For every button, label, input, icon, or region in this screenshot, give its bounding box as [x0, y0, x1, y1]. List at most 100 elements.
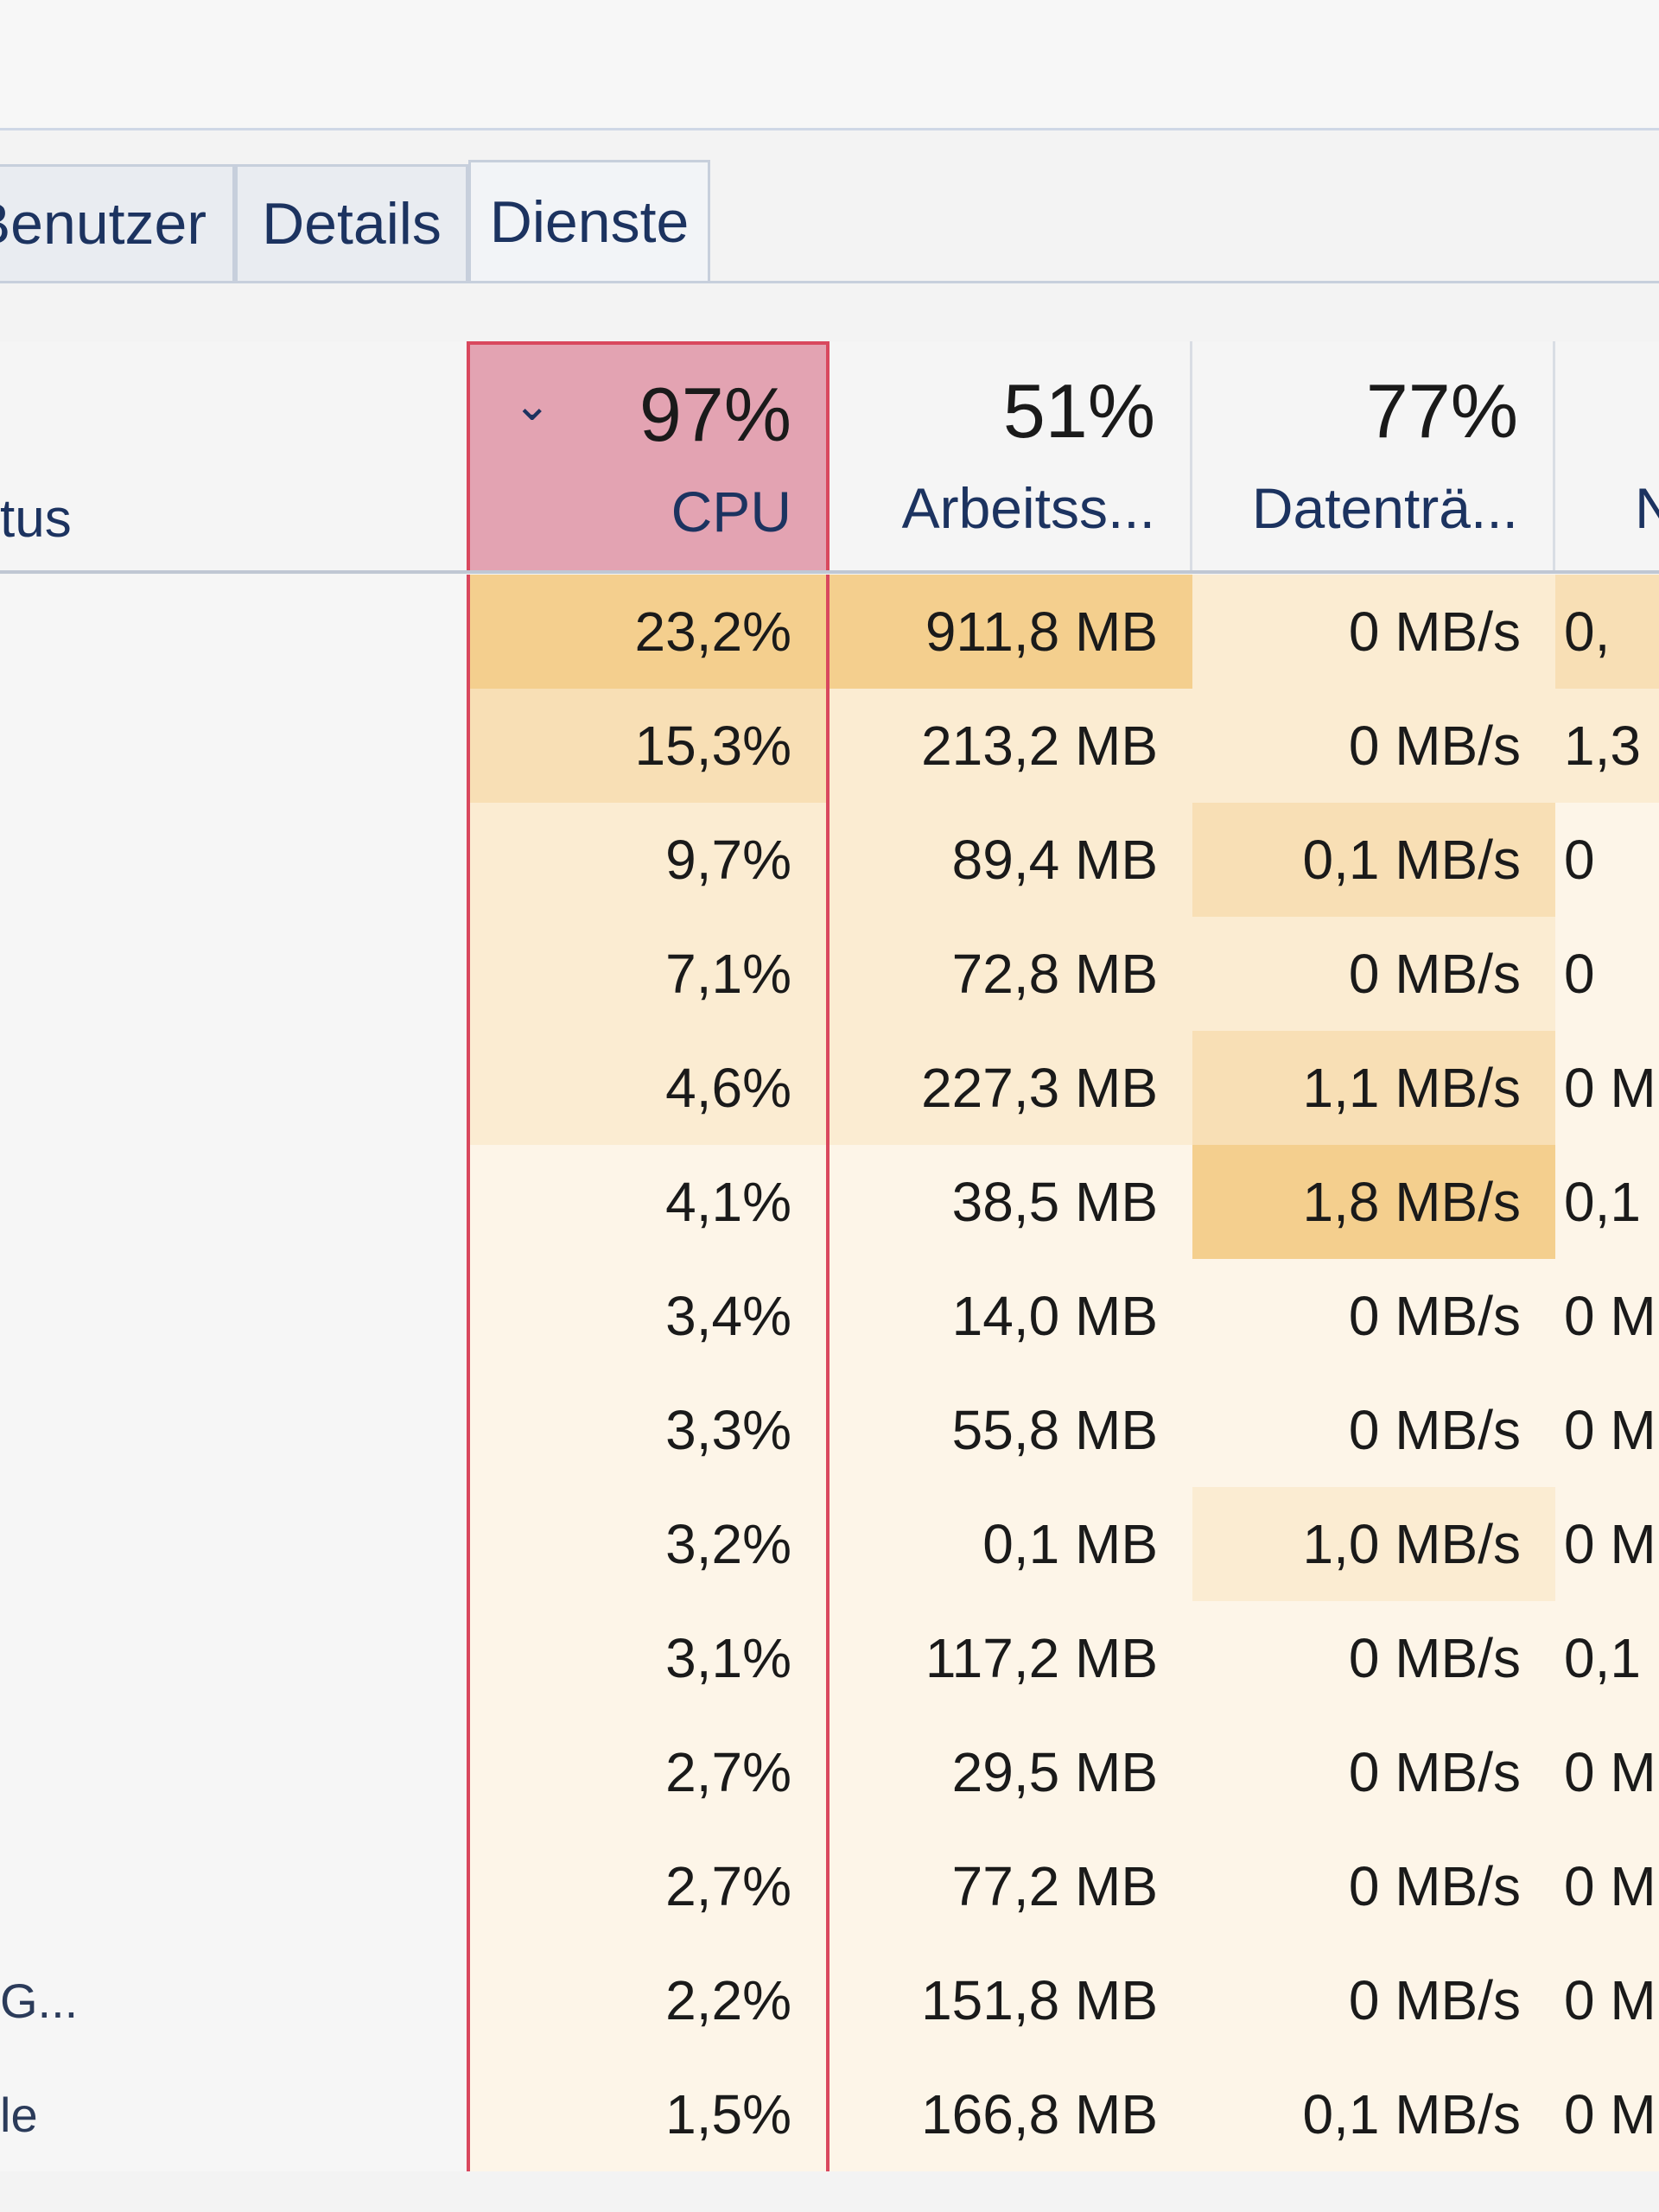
process-name-cell: G...: [0, 1943, 467, 2057]
table-row[interactable]: 4,6% 227,3 MB 1,1 MB/s 0 M: [0, 1031, 1659, 1145]
memory-cell: 55,8 MB: [830, 1373, 1192, 1487]
tab-dienste[interactable]: Dienste: [468, 160, 710, 281]
cpu-cell: 4,6%: [467, 1031, 830, 1145]
disk-cell: 0 MB/s: [1192, 1943, 1555, 2057]
tab-bar: Benutzer Details Dienste: [0, 160, 710, 285]
disk-cell: 0 MB/s: [1192, 1715, 1555, 1829]
cpu-cell: 3,4%: [467, 1259, 830, 1373]
header-divider: [0, 570, 1659, 574]
network-cell: 0 M: [1555, 1259, 1659, 1373]
memory-column-label: Arbeitss...: [901, 476, 1155, 540]
menu-divider: [0, 128, 1659, 130]
table-row[interactable]: 3,4% 14,0 MB 0 MB/s 0 M: [0, 1259, 1659, 1373]
cpu-cell: 15,3%: [467, 689, 830, 803]
network-cell: 0 MBit: [1555, 1943, 1659, 2057]
table-row[interactable]: 9,7% 89,4 MB 0,1 MB/s 0: [0, 803, 1659, 917]
disk-cell: 0 MB/s: [1192, 1259, 1555, 1373]
network-cell: 0 MB: [1555, 1715, 1659, 1829]
table-row[interactable]: 3,1%117,2 MB0 MB/s0,1 MB: [0, 1601, 1659, 1715]
memory-cell: 77,2 MB: [830, 1829, 1192, 1943]
network-cell: 0 MB: [1555, 1487, 1659, 1601]
network-cell: 0 M: [1555, 1031, 1659, 1145]
disk-cell: 0,1 MB/s: [1192, 2057, 1555, 2171]
table-row[interactable]: 7,1% 72,8 MB 0 MB/s 0: [0, 917, 1659, 1031]
disk-cell: 1,1 MB/s: [1192, 1031, 1555, 1145]
memory-cell: 72,8 MB: [830, 917, 1192, 1031]
cpu-cell: 2,7%: [467, 1829, 830, 1943]
chevron-down-icon: ⌄: [513, 380, 551, 430]
table-row[interactable]: 3,3% 55,8 MB 0 MB/s 0 M: [0, 1373, 1659, 1487]
cpu-cell: 2,2%: [467, 1943, 830, 2057]
table-row[interactable]: 3,2%0,1 MB1,0 MB/s0 MB: [0, 1487, 1659, 1601]
tab-divider: [0, 281, 1659, 283]
process-name-cell: [0, 689, 467, 803]
memory-cell: 911,8 MB: [830, 575, 1192, 689]
disk-cell: 0 MB/s: [1192, 1601, 1555, 1715]
process-name-cell: [0, 1031, 467, 1145]
process-name-cell: [0, 917, 467, 1031]
process-name-cell: [0, 1373, 467, 1487]
network-cell: 0,1 MB: [1555, 1601, 1659, 1715]
memory-cell: 213,2 MB: [830, 689, 1192, 803]
column-header-disk[interactable]: 77% Datenträ...: [1192, 341, 1555, 573]
process-name-cell: le: [0, 2057, 467, 2171]
process-name-cell: [0, 803, 467, 917]
cpu-cell: 9,7%: [467, 803, 830, 917]
disk-cell: 1,8 MB/s: [1192, 1145, 1555, 1259]
disk-cell: 0 MB/s: [1192, 1373, 1555, 1487]
memory-cell: 14,0 MB: [830, 1259, 1192, 1373]
process-name-cell: [0, 1145, 467, 1259]
table-row[interactable]: 15,3% 213,2 MB 0 MB/s 1,3: [0, 689, 1659, 803]
cpu-cell: 23,2%: [467, 575, 830, 689]
column-header-cpu[interactable]: ⌄ 97% CPU: [467, 341, 830, 573]
table-row[interactable]: le1,5%166,8 MB0,1 MB/s0 MBit/: [0, 2057, 1659, 2171]
column-header-status[interactable]: tus: [0, 489, 72, 549]
disk-cell: 0 MB/s: [1192, 689, 1555, 803]
tab-label: Benutzer: [0, 191, 207, 257]
table-row[interactable]: 2,7%77,2 MB0 MB/s0 MBi: [0, 1829, 1659, 1943]
tab-label: Details: [262, 191, 442, 257]
process-name-cell: [0, 1259, 467, 1373]
cpu-cell: 4,1%: [467, 1145, 830, 1259]
memory-cell: 151,8 MB: [830, 1943, 1192, 2057]
cpu-cell: 3,1%: [467, 1601, 830, 1715]
column-header-row: tus ⌄ 97% CPU 51% Arbeitss... 77% Datent…: [0, 341, 1659, 575]
table-row[interactable]: G...2,2%151,8 MB0 MB/s0 MBit: [0, 1943, 1659, 2057]
cpu-total-percent: 97%: [639, 372, 791, 457]
column-header-memory[interactable]: 51% Arbeitss...: [830, 341, 1192, 573]
process-table: 23,2% 911,8 MB 0 MB/s 0, 15,3% 213,2 MB 0 MB/s…: [0, 575, 1659, 2171]
disk-column-label: Datenträ...: [1251, 476, 1518, 540]
cpu-cell: 2,7%: [467, 1715, 830, 1829]
network-cell: 1,3: [1555, 689, 1659, 803]
tab-benutzer[interactable]: Benutzer: [0, 164, 235, 281]
disk-cell: 0,1 MB/s: [1192, 803, 1555, 917]
cpu-cell: 3,2%: [467, 1487, 830, 1601]
memory-cell: 227,3 MB: [830, 1031, 1192, 1145]
network-cell: 0: [1555, 917, 1659, 1031]
memory-total-percent: 51%: [1002, 368, 1155, 454]
network-cell: 0 M: [1555, 1373, 1659, 1487]
table-row[interactable]: 4,1%38,5 MB1,8 MB/s0,1 M: [0, 1145, 1659, 1259]
disk-cell: 0 MB/s: [1192, 575, 1555, 689]
menu-bar: [0, 0, 1659, 130]
network-cell: 0,: [1555, 575, 1659, 689]
column-header-network[interactable]: N: [1555, 341, 1659, 573]
disk-total-percent: 77%: [1365, 368, 1518, 454]
process-name-cell: [0, 1601, 467, 1715]
memory-cell: 38,5 MB: [830, 1145, 1192, 1259]
process-name-cell: [0, 1829, 467, 1943]
cpu-cell: 3,3%: [467, 1373, 830, 1487]
table-row[interactable]: 2,7%29,5 MB0 MB/s0 MB: [0, 1715, 1659, 1829]
process-name-cell: [0, 1715, 467, 1829]
memory-cell: 117,2 MB: [830, 1601, 1192, 1715]
disk-cell: 0 MB/s: [1192, 917, 1555, 1031]
network-cell: 0 MBit/: [1555, 2057, 1659, 2171]
tab-details[interactable]: Details: [235, 164, 468, 281]
memory-cell: 89,4 MB: [830, 803, 1192, 917]
disk-cell: 1,0 MB/s: [1192, 1487, 1555, 1601]
process-name-cell: [0, 1487, 467, 1601]
memory-cell: 29,5 MB: [830, 1715, 1192, 1829]
network-cell: 0 MBi: [1555, 1829, 1659, 1943]
network-cell: 0,1 M: [1555, 1145, 1659, 1259]
table-row[interactable]: 23,2% 911,8 MB 0 MB/s 0,: [0, 575, 1659, 689]
